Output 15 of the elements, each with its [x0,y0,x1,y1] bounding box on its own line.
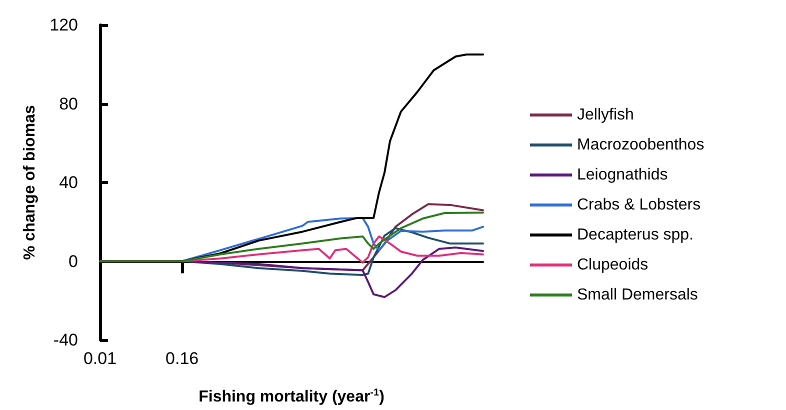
legend-label: Clupeoids [577,256,648,274]
legend-label: Decapterus spp. [577,226,694,244]
legend-label: Leiognathids [577,166,668,184]
y-tick-label: 80 [59,94,78,114]
y-tick-label: 40 [59,173,78,192]
legend-label: Small Demersals [577,286,698,304]
y-axis-title: % change of biomas [22,105,38,260]
x-tick-label: 0.16 [166,349,199,368]
y-tick-label: 120 [50,16,78,34]
y-tick-label: 0 [68,252,78,271]
legend-label: Macrozoobenthos [577,136,704,154]
legend-label: Jellyfish [577,106,634,124]
legend-label: Crabs & Lobsters [577,196,701,214]
y-tick-label: -40 [53,330,78,350]
x-tick-label: 0.01 [83,349,117,368]
